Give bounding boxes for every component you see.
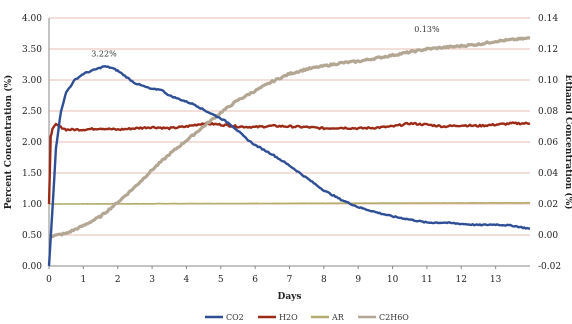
legend-label-co2: CO2 [226, 313, 244, 322]
y-tick-label: 4.00 [22, 14, 42, 24]
y2-tick-label: 0.12 [538, 45, 558, 55]
x-tick-label: 12 [456, 275, 467, 285]
x-tick-label: 10 [387, 275, 399, 285]
y2-tick-label: 0.06 [538, 138, 558, 148]
x-tick-label: 13 [490, 275, 502, 285]
x-tick-label: 2 [115, 275, 121, 285]
y-tick-label: 2.00 [22, 138, 42, 148]
y-tick-label: 1.00 [22, 200, 42, 210]
y-tick-label: 2.50 [22, 107, 42, 117]
x-axis-title: Days [278, 292, 302, 302]
x-tick-label: 11 [421, 275, 432, 285]
y2-tick-label: 0.04 [538, 169, 558, 179]
legend-label-h2o: H2O [279, 313, 298, 322]
x-tick-label: 9 [355, 275, 361, 285]
x-tick-label: 0 [46, 275, 52, 285]
x-tick-label: 8 [321, 275, 327, 285]
x-tick-label: 4 [184, 275, 190, 285]
y2-tick-label: 0.08 [538, 107, 558, 117]
y-axis-title: Percent Concentration (%) [3, 75, 14, 210]
y-tick-label: 3.00 [22, 76, 42, 86]
x-tick-label: 1 [80, 275, 86, 285]
y2-tick-label: 0.00 [538, 231, 558, 241]
series-line-ar [49, 201, 531, 205]
y-tick-label: 1.50 [22, 169, 42, 179]
y2-tick-label: 0.10 [538, 76, 558, 86]
series-line-c2h6o [48, 36, 531, 239]
annotation-label: 3.22% [91, 49, 117, 58]
y-tick-label: 0.50 [22, 231, 42, 241]
y-tick-label: 3.50 [22, 45, 42, 55]
y2-tick-label: -0.02 [538, 262, 561, 272]
x-tick-label: 6 [252, 275, 258, 285]
y2-tick-label: 0.14 [538, 14, 558, 24]
x-tick-label: 5 [218, 275, 224, 285]
x-tick-label: 7 [287, 275, 293, 285]
series-line-h2o [47, 121, 531, 205]
series-line-co2 [47, 65, 531, 267]
annotation-label: 0.13% [414, 25, 440, 34]
y2-tick-label: 0.02 [538, 200, 558, 210]
legend-label-c2h6o: C2H6O [379, 313, 409, 322]
legend-label-ar: AR [331, 313, 345, 322]
y-tick-label: 0.00 [22, 262, 42, 272]
x-tick-label: 3 [149, 275, 155, 285]
y2-axis-title: Ethanol Concentration (%) [563, 74, 572, 209]
